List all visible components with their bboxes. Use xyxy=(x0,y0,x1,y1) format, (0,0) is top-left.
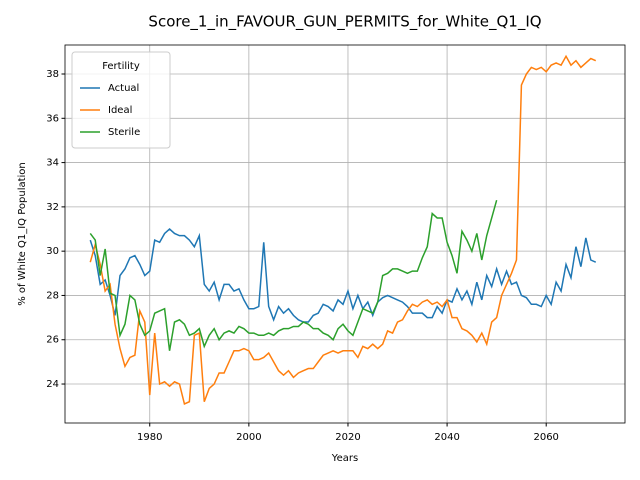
x-tick-label: 2040 xyxy=(434,432,459,443)
x-tick-label: 1980 xyxy=(137,432,162,443)
series-line xyxy=(89,228,597,323)
x-tick-label: 2000 xyxy=(236,432,261,443)
x-tick-label: 2020 xyxy=(335,432,360,443)
y-tick-label: 32 xyxy=(46,202,59,213)
y-tick-label: 34 xyxy=(46,158,59,169)
y-tick-label: 38 xyxy=(46,69,59,80)
legend-label: Actual xyxy=(108,83,139,94)
series-line xyxy=(89,54,597,406)
x-tick-label: 2060 xyxy=(533,432,558,443)
y-tick-label: 24 xyxy=(46,379,59,390)
series-line xyxy=(89,200,498,351)
y-tick-label: 26 xyxy=(46,335,59,346)
legend-box xyxy=(71,51,171,149)
plot-frame xyxy=(64,44,626,424)
legend-label: Sterile xyxy=(108,127,140,138)
legend-title: Fertility xyxy=(102,61,140,72)
chart-title: Score_1_in_FAVOUR_GUN_PERMITS_for_White_… xyxy=(148,13,541,32)
y-axis-label: % of White Q1_IQ Population xyxy=(17,162,28,306)
legend-label: Ideal xyxy=(108,105,132,116)
x-axis-label: Years xyxy=(331,453,358,464)
y-tick-label: 36 xyxy=(46,113,59,124)
y-tick-label: 30 xyxy=(46,246,59,257)
y-tick-label: 28 xyxy=(46,290,59,301)
